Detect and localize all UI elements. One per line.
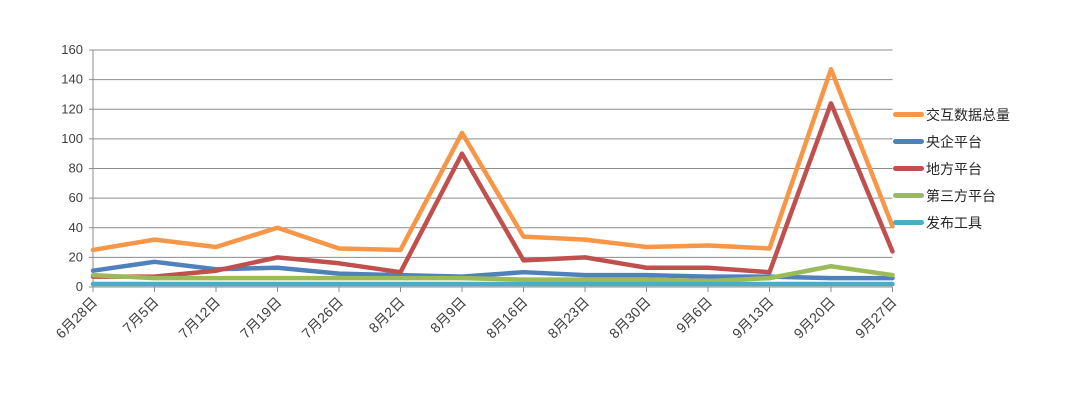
legend-label-third-party-platform: 第三方平台 xyxy=(926,187,996,204)
legend-swatch-third-party-platform xyxy=(893,193,924,198)
legend-item-third-party-platform: 第三方平台 xyxy=(893,182,1010,209)
svg-text:7月12日: 7月12日 xyxy=(175,294,223,342)
svg-text:9月13日: 9月13日 xyxy=(729,294,777,342)
legend-item-local-platform: 地方平台 xyxy=(893,155,1010,182)
legend-label-total: 交互数据总量 xyxy=(926,106,1010,123)
legend-label-central-enterprise-platform: 央企平台 xyxy=(926,133,982,150)
legend-swatch-publishing-tool xyxy=(893,220,924,225)
svg-text:9月27日: 9月27日 xyxy=(852,294,900,342)
svg-text:120: 120 xyxy=(61,101,83,116)
svg-text:7月26日: 7月26日 xyxy=(298,294,346,342)
svg-text:7月19日: 7月19日 xyxy=(237,294,285,342)
legend-swatch-local-platform xyxy=(893,166,924,171)
svg-text:80: 80 xyxy=(69,161,83,176)
svg-text:8月16日: 8月16日 xyxy=(483,294,531,342)
legend-item-publishing-tool: 发布工具 xyxy=(893,209,1010,236)
svg-text:8月2日: 8月2日 xyxy=(365,294,407,336)
legend-label-local-platform: 地方平台 xyxy=(926,160,982,177)
svg-text:8月9日: 8月9日 xyxy=(427,294,469,336)
svg-text:160: 160 xyxy=(61,42,83,57)
svg-text:6月28日: 6月28日 xyxy=(52,294,100,342)
legend-item-total: 交互数据总量 xyxy=(893,101,1010,128)
legend-swatch-total xyxy=(893,112,924,117)
legend-label-publishing-tool: 发布工具 xyxy=(926,214,982,231)
legend-swatch-central-enterprise-platform xyxy=(893,139,924,144)
svg-text:9月20日: 9月20日 xyxy=(790,294,838,342)
svg-text:40: 40 xyxy=(69,220,83,235)
chart-legend: 交互数据总量 央企平台 地方平台 第三方平台 发布工具 xyxy=(893,101,1010,236)
svg-text:60: 60 xyxy=(69,190,83,205)
svg-text:7月5日: 7月5日 xyxy=(119,294,161,336)
svg-text:20: 20 xyxy=(69,249,83,264)
svg-text:140: 140 xyxy=(61,72,83,87)
svg-text:8月23日: 8月23日 xyxy=(544,294,592,342)
svg-text:0: 0 xyxy=(76,279,83,294)
legend-item-central-enterprise-platform: 央企平台 xyxy=(893,128,1010,155)
svg-text:8月30日: 8月30日 xyxy=(606,294,654,342)
svg-text:9月6日: 9月6日 xyxy=(673,294,715,336)
svg-text:100: 100 xyxy=(61,131,83,146)
